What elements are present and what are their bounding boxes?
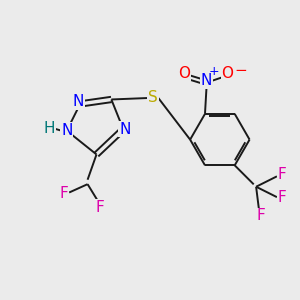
Text: H: H	[44, 121, 55, 136]
Text: O: O	[221, 66, 233, 81]
Text: F: F	[96, 200, 105, 215]
Text: N: N	[201, 73, 212, 88]
Text: +: +	[208, 65, 219, 78]
Text: F: F	[256, 208, 265, 224]
Text: N: N	[61, 123, 73, 138]
Text: F: F	[278, 190, 286, 205]
Text: −: −	[235, 63, 247, 78]
Text: N: N	[119, 122, 130, 137]
Text: F: F	[278, 167, 286, 182]
Text: S: S	[148, 91, 158, 106]
Text: F: F	[60, 187, 68, 202]
Text: O: O	[178, 66, 190, 81]
Text: N: N	[73, 94, 84, 110]
